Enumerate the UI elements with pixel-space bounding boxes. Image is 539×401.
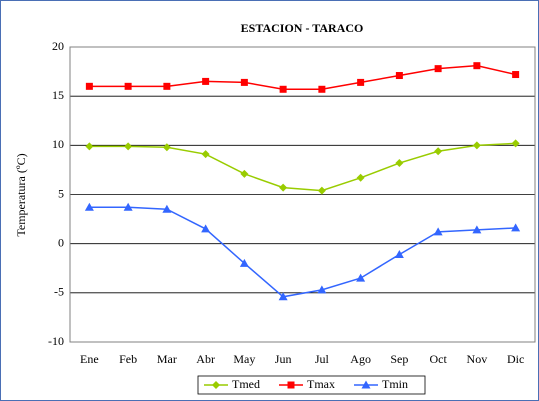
x-tick-label: May xyxy=(233,352,255,366)
x-tick-label: Nov xyxy=(467,352,488,366)
x-tick-label: Ene xyxy=(80,352,99,366)
x-tick-label: Abr xyxy=(196,352,215,366)
marker xyxy=(472,141,481,150)
marker xyxy=(511,139,520,148)
y-tick-label: 5 xyxy=(58,186,64,200)
marker xyxy=(163,82,171,90)
marker xyxy=(511,223,521,232)
legend-label: Tmax xyxy=(307,377,335,391)
marker xyxy=(162,204,172,213)
marker xyxy=(395,159,404,168)
marker xyxy=(124,142,133,151)
marker xyxy=(279,183,288,192)
legend-label: Tmed xyxy=(232,377,260,391)
x-tick-label: Jun xyxy=(275,352,292,366)
legend-marker xyxy=(287,381,295,389)
marker xyxy=(240,78,248,86)
series-line xyxy=(89,206,516,298)
x-tick-label: Ago xyxy=(350,352,371,366)
y-tick-label: 0 xyxy=(58,235,64,249)
marker xyxy=(433,227,443,236)
marker xyxy=(85,142,94,151)
marker xyxy=(356,273,366,282)
marker xyxy=(278,292,288,301)
chart-title: ESTACION - TARACO xyxy=(241,21,364,35)
y-tick-label: -5 xyxy=(54,285,64,299)
marker xyxy=(201,224,211,233)
marker xyxy=(434,65,442,73)
x-tick-label: Sep xyxy=(390,352,408,366)
marker xyxy=(279,85,287,93)
x-tick-label: Feb xyxy=(119,352,137,366)
marker xyxy=(162,143,171,152)
legend-marker xyxy=(212,381,220,389)
y-tick-label: 15 xyxy=(52,88,64,102)
legend-marker xyxy=(361,380,371,389)
x-tick-label: Oct xyxy=(429,352,447,366)
x-tick-label: Mar xyxy=(157,352,177,366)
marker xyxy=(434,147,443,156)
y-tick-label: -10 xyxy=(48,334,64,348)
marker xyxy=(472,225,482,234)
marker xyxy=(357,78,365,86)
marker xyxy=(240,169,249,178)
marker xyxy=(318,85,326,93)
y-tick-label: 20 xyxy=(52,39,64,53)
plot-area xyxy=(69,46,536,343)
marker xyxy=(395,72,403,80)
y-axis-label: Temperatura (ºC) xyxy=(14,153,28,236)
marker xyxy=(356,173,365,182)
x-tick-label: Jul xyxy=(315,352,330,366)
marker xyxy=(239,258,249,267)
series-line xyxy=(89,142,516,192)
marker xyxy=(317,285,327,294)
marker xyxy=(85,82,93,90)
legend-label: Tmin xyxy=(382,377,408,391)
marker xyxy=(512,71,520,79)
marker xyxy=(317,186,326,195)
series-line xyxy=(89,64,516,91)
x-tick-label: Dic xyxy=(507,352,524,366)
marker xyxy=(123,202,133,211)
y-tick-label: 10 xyxy=(52,137,64,151)
marker xyxy=(84,202,94,211)
marker xyxy=(473,62,481,70)
marker xyxy=(201,150,210,159)
marker xyxy=(202,77,210,85)
marker xyxy=(124,82,132,90)
marker xyxy=(394,249,404,258)
legend-box xyxy=(197,375,426,395)
